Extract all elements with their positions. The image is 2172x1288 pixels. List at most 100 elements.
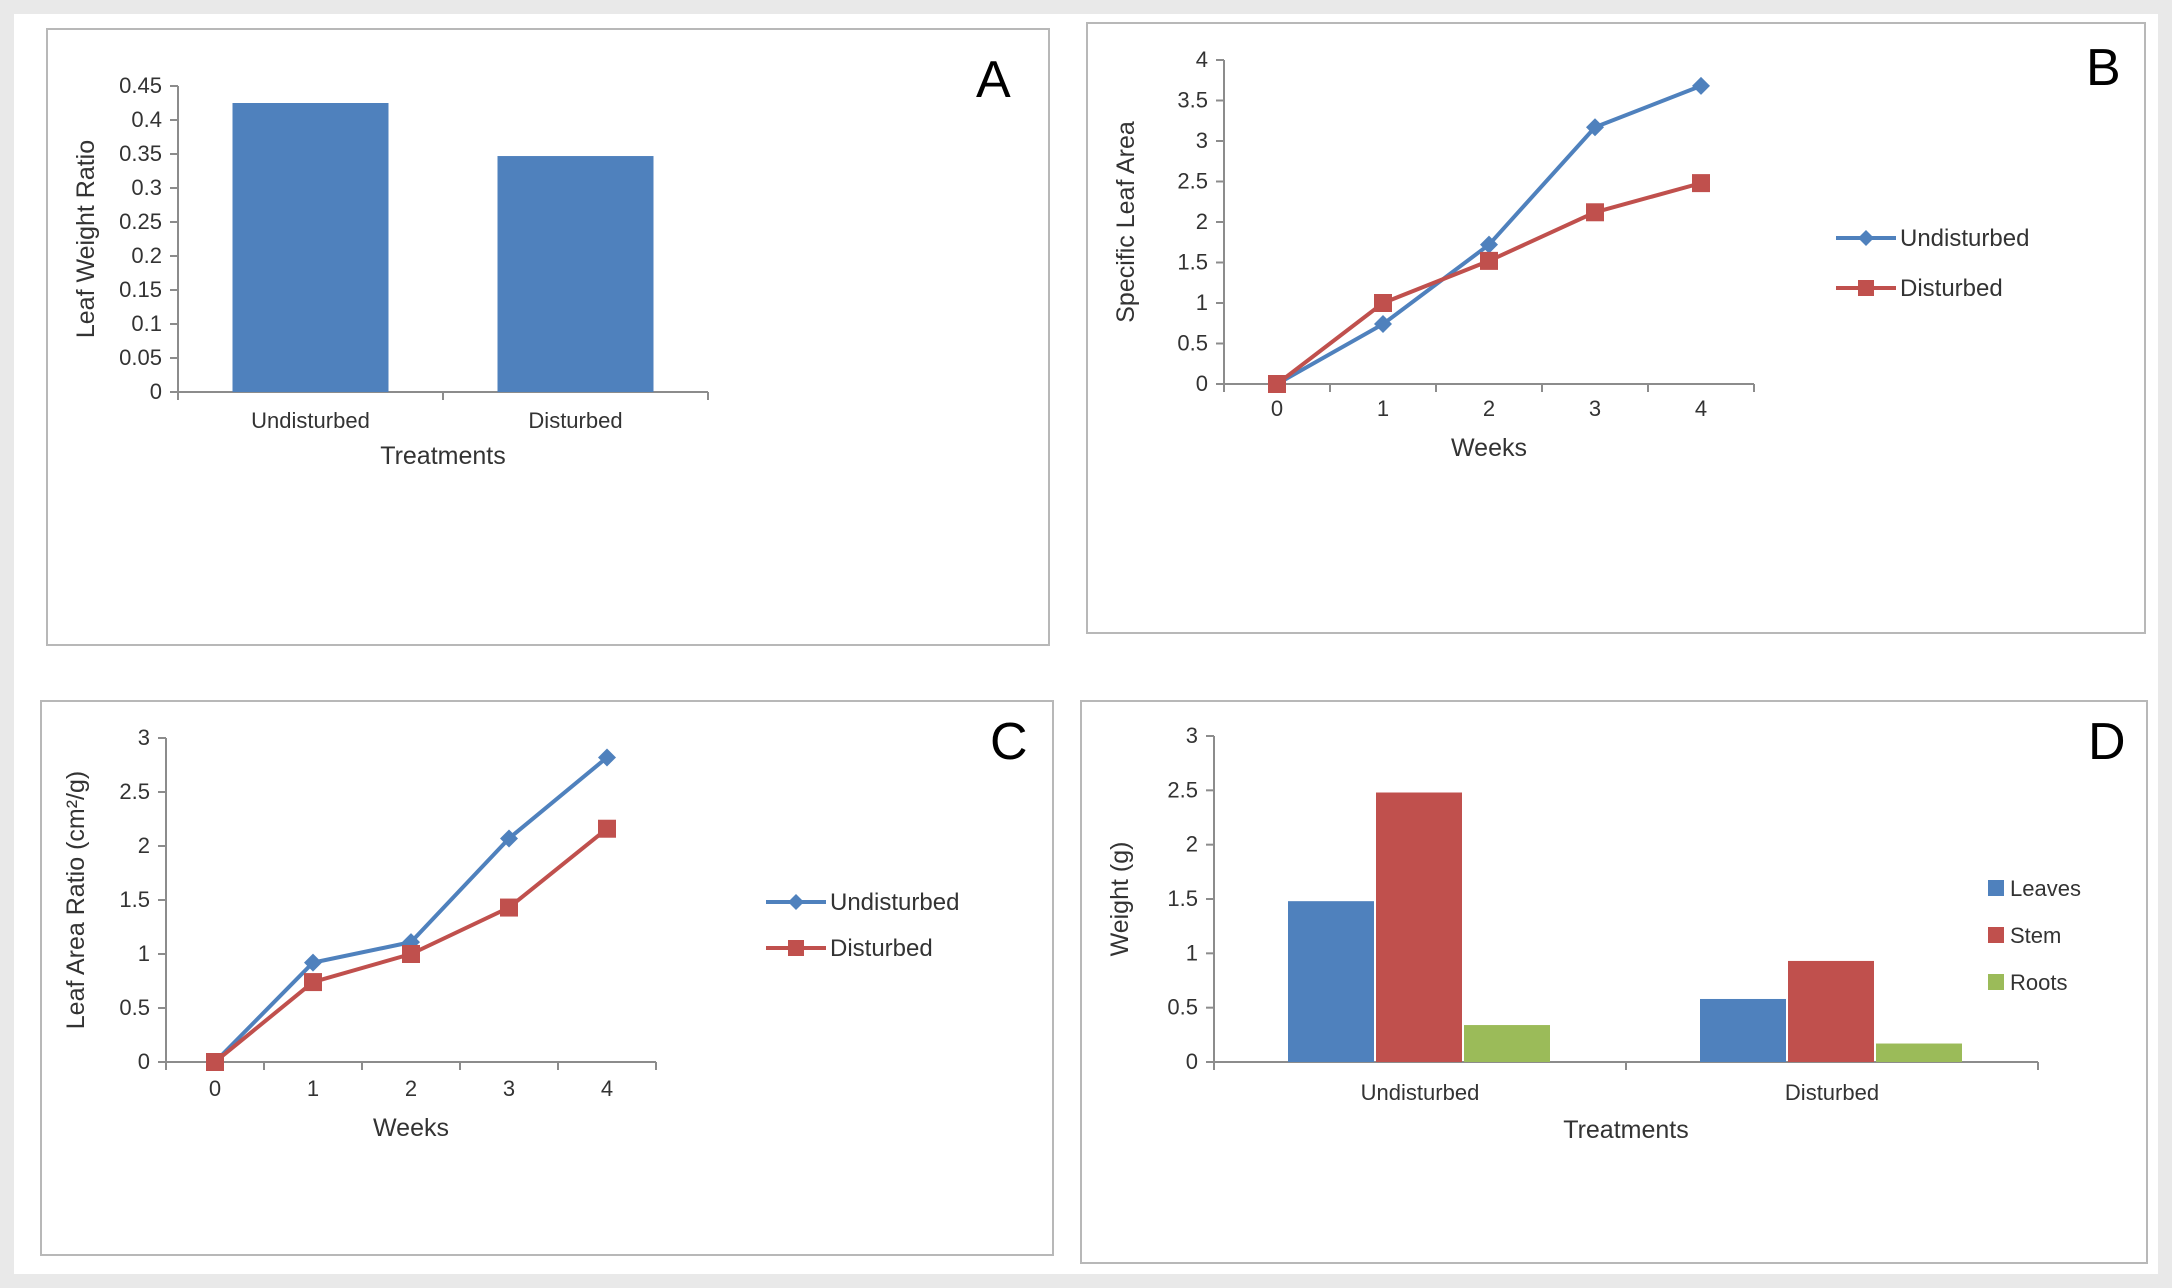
panel-d: 0 0.5 1 1.5 2 2.5 3 Weight (g) Treatments Undistu…	[1080, 700, 2148, 1264]
y-tick-label: 0	[1196, 371, 1208, 396]
x-tick-label: 2	[405, 1076, 417, 1101]
y-tick-label: 1.5	[1177, 250, 1208, 275]
legend-swatch-roots	[1988, 974, 2004, 990]
panel-label-b: B	[2086, 39, 2121, 97]
panel-b: 0 0.5 1 1.5 2 2.5 3 3.5 4 Specific Leaf Area Weeks…	[1086, 22, 2146, 634]
x-tick-label: 4	[1695, 396, 1707, 421]
y-tick-label: 0.4	[131, 107, 162, 132]
y-tick-label: 2.5	[1177, 169, 1208, 194]
x-tick-label: 0	[209, 1076, 221, 1101]
y-tick-label: 0.3	[131, 175, 162, 200]
x-axis-label: Treatments	[1563, 1116, 1689, 1144]
bar-stem-undisturbed	[1376, 792, 1462, 1062]
point-disturbed	[304, 973, 322, 992]
panel-label-c: C	[990, 713, 1028, 771]
legend-swatch-stem	[1988, 927, 2004, 943]
point-disturbed	[206, 1053, 224, 1071]
point-undisturbed	[1586, 118, 1604, 137]
y-tick-label: 0.45	[119, 73, 162, 98]
legend-label-leaves: Leaves	[2010, 876, 2081, 901]
y-tick-label: 0.15	[119, 277, 162, 302]
y-tick-label: 0.2	[131, 243, 162, 268]
legend-marker-disturbed	[788, 940, 804, 956]
point-undisturbed	[1480, 235, 1498, 254]
y-tick-label: 0.1	[131, 311, 162, 336]
legend-label-undisturbed: Undisturbed	[830, 889, 959, 916]
x-tick-label: Disturbed	[528, 408, 622, 433]
bar-leaves-disturbed	[1700, 998, 1786, 1062]
point-disturbed	[1268, 375, 1286, 393]
x-axis-label: Weeks	[373, 1114, 449, 1142]
y-tick-label: 0.35	[119, 141, 162, 166]
legend-marker-undisturbed	[1858, 230, 1874, 246]
chart-b-svg: 0 0.5 1 1.5 2 2.5 3 3.5 4 Specific Leaf Area Weeks…	[1112, 47, 2029, 462]
y-tick-label: 1	[1196, 290, 1208, 315]
bar-stem-disturbed	[1788, 960, 1874, 1062]
x-tick-label: 3	[503, 1076, 515, 1101]
y-tick-label: 4	[1196, 47, 1208, 72]
y-tick-label: 1	[138, 941, 150, 966]
chart-a-svg: 0 0.05 0.1 0.15 0.2 0.25 0.3 0.35 0.4 0.45 Leaf We…	[72, 73, 709, 470]
legend-label-roots: Roots	[2010, 970, 2067, 995]
point-undisturbed	[304, 953, 322, 972]
point-disturbed	[598, 819, 616, 838]
point-disturbed	[1692, 174, 1710, 193]
y-tick-label: 0.25	[119, 209, 162, 234]
y-tick-label: 3	[1196, 128, 1208, 153]
x-tick-label: Undisturbed	[251, 408, 370, 433]
legend-marker-undisturbed	[788, 894, 804, 910]
point-undisturbed	[598, 748, 616, 767]
bar-leaves-undisturbed	[1288, 901, 1374, 1062]
y-tick-label: 2.5	[1167, 777, 1198, 802]
point-undisturbed	[500, 829, 518, 848]
y-tick-label: 0	[138, 1049, 150, 1074]
y-tick-label: 2	[138, 833, 150, 858]
y-axis-label: Leaf Area Ratio (cm²/g)	[62, 771, 90, 1029]
y-tick-label: 2	[1186, 832, 1198, 857]
legend-label-undisturbed: Undisturbed	[1900, 225, 2029, 252]
bar-roots-disturbed	[1876, 1043, 1962, 1062]
chart-d-svg: 0 0.5 1 1.5 2 2.5 3 Weight (g) Treatments Undistu…	[1106, 723, 2081, 1144]
x-tick-label: Undisturbed	[1361, 1080, 1480, 1105]
y-tick-label: 3	[138, 725, 150, 750]
y-axis-label: Weight (g)	[1106, 842, 1134, 957]
y-tick-label: 1.5	[119, 887, 150, 912]
chart-c-svg: 0 0.5 1 1.5 2 2.5 3 Leaf Area Ratio (cm²/g) Week…	[62, 725, 959, 1142]
y-tick-label: 0.5	[119, 995, 150, 1020]
x-tick-label: 1	[1377, 396, 1389, 421]
x-axis-label: Weeks	[1451, 434, 1527, 462]
y-tick-label: 0.5	[1177, 331, 1208, 356]
x-tick-label: 0	[1271, 396, 1283, 421]
y-axis-label: Specific Leaf Area	[1112, 121, 1140, 323]
series-line-undisturbed	[1276, 84, 1702, 386]
y-tick-label: 3	[1186, 723, 1198, 748]
x-tick-label: 4	[601, 1076, 613, 1101]
legend-swatch-leaves	[1988, 880, 2004, 896]
bar-roots-undisturbed	[1464, 1025, 1550, 1062]
point-disturbed	[1586, 203, 1604, 222]
y-tick-label: 1.5	[1167, 886, 1198, 911]
point-disturbed	[1374, 294, 1392, 312]
y-axis-label: Leaf Weight Ratio	[72, 140, 100, 338]
y-tick-label: 2.5	[119, 779, 150, 804]
panel-label-a: A	[976, 51, 1011, 109]
y-tick-label: 0.5	[1167, 995, 1198, 1020]
panel-c: 0 0.5 1 1.5 2 2.5 3 Leaf Area Ratio (cm²/g) Week…	[40, 700, 1054, 1256]
x-tick-label: 2	[1483, 396, 1495, 421]
panel-label-d: D	[2088, 713, 2126, 771]
point-undisturbed	[1692, 76, 1710, 95]
bar-value-undisturbed	[232, 103, 389, 392]
legend-marker-disturbed	[1858, 280, 1874, 296]
point-disturbed	[500, 898, 518, 917]
y-tick-label: 0.05	[119, 345, 162, 370]
y-tick-label: 0	[1186, 1049, 1198, 1074]
x-tick-label: 3	[1589, 396, 1601, 421]
legend-label-disturbed: Disturbed	[1900, 275, 2003, 302]
series-line-disturbed	[1275, 181, 1702, 386]
x-axis-label: Treatments	[380, 442, 506, 470]
bar-value-disturbed	[497, 156, 654, 392]
y-tick-label: 1	[1186, 940, 1198, 965]
point-disturbed	[1480, 251, 1498, 270]
legend-label-disturbed: Disturbed	[830, 935, 933, 962]
y-tick-label: 2	[1196, 209, 1208, 234]
